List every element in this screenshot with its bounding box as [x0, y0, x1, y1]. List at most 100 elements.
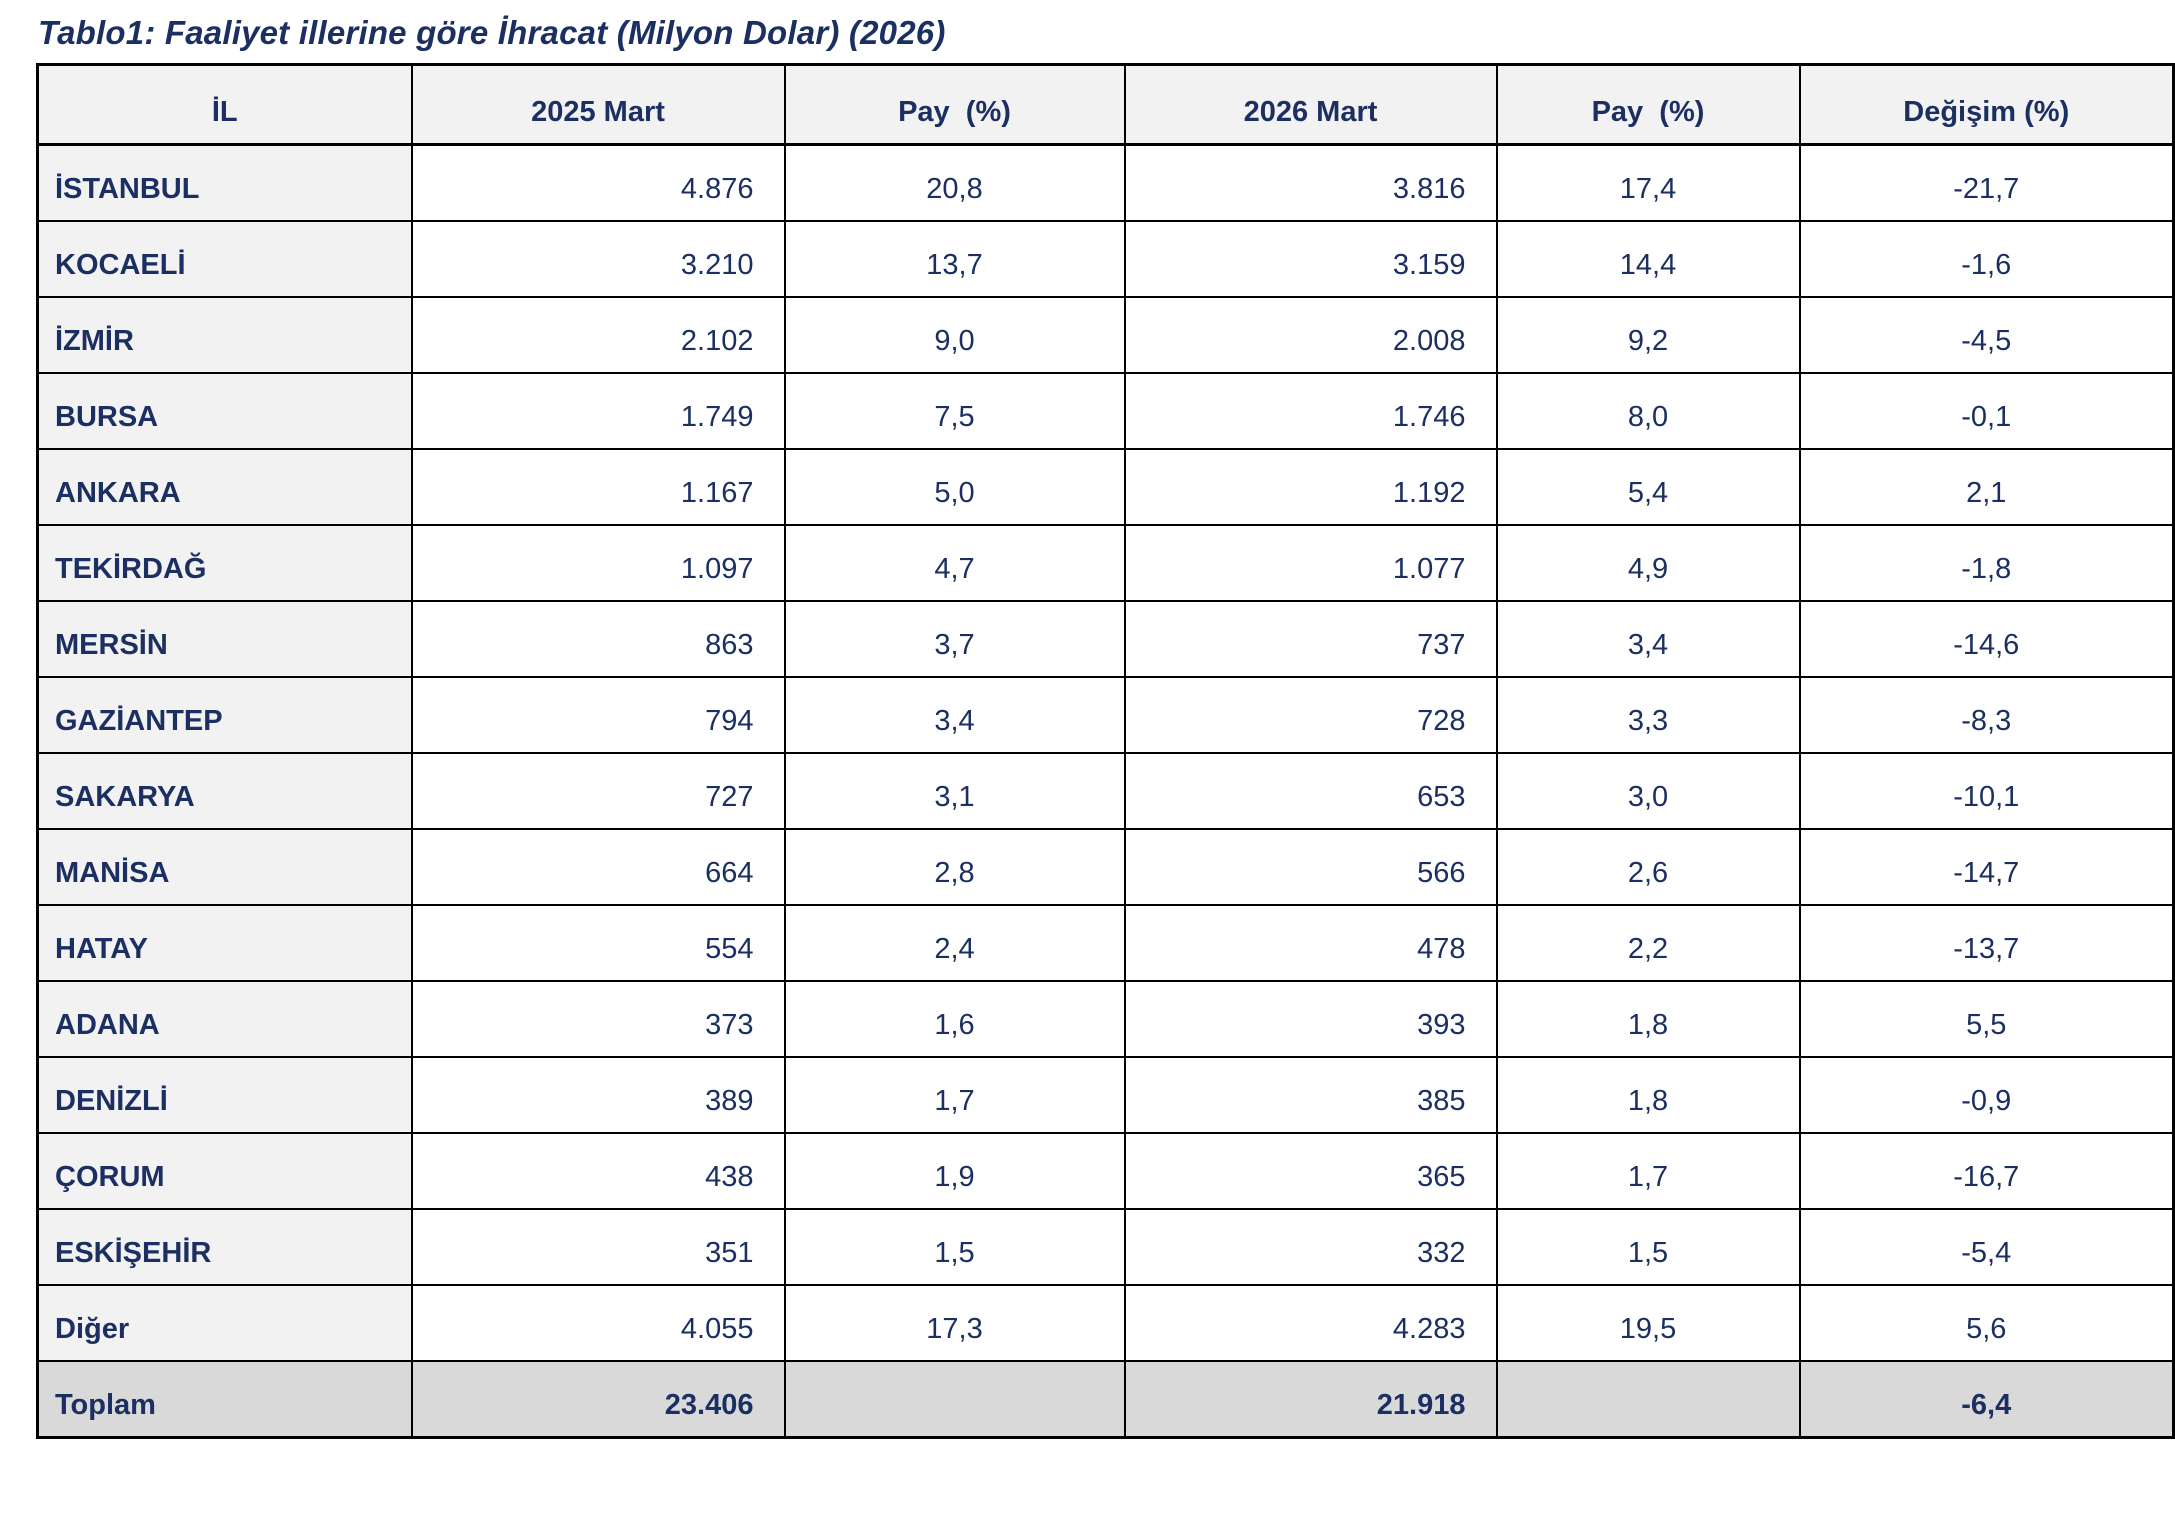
cell-2026-value: 478 [1123, 904, 1498, 982]
cell-total-2026-share [1495, 1360, 1801, 1439]
cell-2025-value: 2.102 [410, 296, 786, 374]
export-by-province-table: İL 2025 Mart Pay (%) 2026 Mart Pay (%) D… [36, 63, 2175, 1439]
cell-2025-share: 5,0 [783, 448, 1126, 526]
table-row: ADANA 373 1,6 393 1,8 5,5 [36, 980, 2175, 1058]
table-row: SAKARYA 727 3,1 653 3,0 -10,1 [36, 752, 2175, 830]
table-row: İZMİR 2.102 9,0 2.008 9,2 -4,5 [36, 296, 2175, 374]
table-body: İSTANBUL 4.876 20,8 3.816 17,4 -21,7 KOC… [36, 143, 2175, 1439]
table-row: DENİZLİ 389 1,7 385 1,8 -0,9 [36, 1056, 2175, 1134]
cell-2026-value: 4.283 [1123, 1284, 1498, 1362]
table-row: ÇORUM 438 1,9 365 1,7 -16,7 [36, 1132, 2175, 1210]
total-row: Toplam 23.406 21.918 -6,4 [36, 1360, 2175, 1439]
cell-2025-value: 438 [410, 1132, 786, 1210]
cell-2025-share: 2,8 [783, 828, 1126, 906]
cell-2025-share: 1,9 [783, 1132, 1126, 1210]
cell-2025-value: 351 [410, 1208, 786, 1286]
cell-2026-value: 393 [1123, 980, 1498, 1058]
cell-2026-share: 1,5 [1495, 1208, 1801, 1286]
cell-2025-value: 373 [410, 980, 786, 1058]
cell-2025-value: 4.876 [410, 143, 786, 222]
table-row: ESKİŞEHİR 351 1,5 332 1,5 -5,4 [36, 1208, 2175, 1286]
cell-2026-share: 2,2 [1495, 904, 1801, 982]
cell-2025-share: 9,0 [783, 296, 1126, 374]
cell-2025-value: 794 [410, 676, 786, 754]
cell-2026-value: 332 [1123, 1208, 1498, 1286]
header-2026-mart: 2026 Mart [1123, 63, 1498, 146]
cell-change: -13,7 [1798, 904, 2175, 982]
cell-province: GAZİANTEP [36, 676, 413, 754]
cell-2025-share: 1,7 [783, 1056, 1126, 1134]
cell-change: -10,1 [1798, 752, 2175, 830]
cell-2026-value: 2.008 [1123, 296, 1498, 374]
table-row: İSTANBUL 4.876 20,8 3.816 17,4 -21,7 [36, 143, 2175, 222]
cell-province: HATAY [36, 904, 413, 982]
header-row: İL 2025 Mart Pay (%) 2026 Mart Pay (%) D… [36, 63, 2175, 146]
cell-2026-share: 17,4 [1495, 143, 1801, 222]
cell-change: 5,5 [1798, 980, 2175, 1058]
cell-province: ADANA [36, 980, 413, 1058]
cell-2025-value: 554 [410, 904, 786, 982]
cell-2025-share: 17,3 [783, 1284, 1126, 1362]
cell-change: -4,5 [1798, 296, 2175, 374]
cell-2025-value: 1.167 [410, 448, 786, 526]
cell-2026-share: 3,3 [1495, 676, 1801, 754]
cell-2025-share: 3,4 [783, 676, 1126, 754]
cell-2026-share: 1,8 [1495, 980, 1801, 1058]
cell-2026-value: 1.746 [1123, 372, 1498, 450]
cell-change: -8,3 [1798, 676, 2175, 754]
cell-province: TEKİRDAĞ [36, 524, 413, 602]
cell-2025-value: 1.097 [410, 524, 786, 602]
cell-province: ANKARA [36, 448, 413, 526]
table-row: KOCAELİ 3.210 13,7 3.159 14,4 -1,6 [36, 220, 2175, 298]
cell-total-2026-value: 21.918 [1123, 1360, 1498, 1439]
cell-2026-share: 4,9 [1495, 524, 1801, 602]
table-row: GAZİANTEP 794 3,4 728 3,3 -8,3 [36, 676, 2175, 754]
cell-2025-value: 664 [410, 828, 786, 906]
cell-2026-value: 385 [1123, 1056, 1498, 1134]
cell-change: -5,4 [1798, 1208, 2175, 1286]
cell-2026-value: 1.077 [1123, 524, 1498, 602]
header-change: Değişim (%) [1798, 63, 2175, 146]
cell-2026-share: 9,2 [1495, 296, 1801, 374]
cell-change: -21,7 [1798, 143, 2175, 222]
cell-change: 5,6 [1798, 1284, 2175, 1362]
header-share-2026: Pay (%) [1495, 63, 1801, 146]
cell-2026-share: 1,7 [1495, 1132, 1801, 1210]
cell-province: ÇORUM [36, 1132, 413, 1210]
cell-province: Diğer [36, 1284, 413, 1362]
cell-2025-share: 1,6 [783, 980, 1126, 1058]
report-content: Tablo1: Faaliyet illerine göre İhracat (… [36, 14, 2175, 1439]
cell-2026-value: 566 [1123, 828, 1498, 906]
cell-total-label: Toplam [36, 1360, 413, 1439]
cell-2025-share: 3,1 [783, 752, 1126, 830]
cell-2026-value: 365 [1123, 1132, 1498, 1210]
cell-province: KOCAELİ [36, 220, 413, 298]
cell-2025-share: 2,4 [783, 904, 1126, 982]
cell-2025-share: 3,7 [783, 600, 1126, 678]
cell-province: İZMİR [36, 296, 413, 374]
cell-2025-share: 1,5 [783, 1208, 1126, 1286]
cell-2026-share: 14,4 [1495, 220, 1801, 298]
cell-province: ESKİŞEHİR [36, 1208, 413, 1286]
table-title: Tablo1: Faaliyet illerine göre İhracat (… [38, 14, 946, 51]
cell-total-change: -6,4 [1798, 1360, 2175, 1439]
cell-2025-share: 20,8 [783, 143, 1126, 222]
cell-2026-value: 1.192 [1123, 448, 1498, 526]
cell-2026-value: 3.816 [1123, 143, 1498, 222]
cell-2026-share: 8,0 [1495, 372, 1801, 450]
header-share-2025: Pay (%) [783, 63, 1126, 146]
table-row: BURSA 1.749 7,5 1.746 8,0 -0,1 [36, 372, 2175, 450]
cell-province: SAKARYA [36, 752, 413, 830]
cell-province: İSTANBUL [36, 143, 413, 222]
cell-2026-share: 3,0 [1495, 752, 1801, 830]
cell-total-2025-value: 23.406 [410, 1360, 786, 1439]
cell-change: -1,8 [1798, 524, 2175, 602]
cell-change: -16,7 [1798, 1132, 2175, 1210]
cell-2026-share: 3,4 [1495, 600, 1801, 678]
table-row: MANİSA 664 2,8 566 2,6 -14,7 [36, 828, 2175, 906]
cell-2025-value: 727 [410, 752, 786, 830]
cell-2026-value: 3.159 [1123, 220, 1498, 298]
cell-2025-share: 7,5 [783, 372, 1126, 450]
cell-change: -1,6 [1798, 220, 2175, 298]
